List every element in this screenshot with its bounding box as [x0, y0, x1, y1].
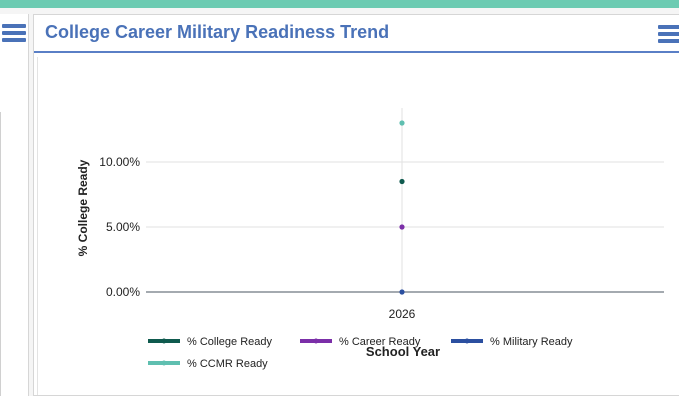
legend-label-ccmr-ready: % CCMR Ready	[187, 358, 268, 370]
data-point-ccmr-ready	[399, 120, 405, 126]
y-tick-label: 0.00%	[106, 285, 140, 299]
data-point-college-ready	[399, 178, 405, 185]
y-tick-label: 5.00%	[106, 220, 140, 234]
menu-bar-top	[2, 24, 26, 28]
menu-bar-middle	[2, 31, 26, 35]
plot-frame	[37, 57, 679, 395]
y-tick-label: 10.00%	[99, 155, 140, 169]
left-panel-divider	[0, 112, 1, 396]
x-tick-label: 2026	[389, 307, 416, 321]
y-axis-title: % College Ready	[76, 159, 90, 256]
legend-marker-career-ready	[313, 338, 319, 344]
x-axis-title: School Year	[366, 344, 440, 359]
data-point-military-ready	[399, 289, 405, 295]
chart-card-header: College Career Military Readiness Trend	[34, 15, 679, 53]
legend-label-military-ready: % Military Ready	[490, 336, 573, 348]
data-point-career-ready	[399, 224, 405, 230]
chart-menu-icon[interactable]	[658, 23, 679, 45]
menu-bar-bottom	[2, 38, 26, 42]
menu-bar-top	[658, 25, 679, 29]
menu-bar-bottom	[658, 39, 679, 43]
left-panel	[0, 14, 29, 396]
legend-marker-military-ready	[464, 338, 470, 344]
legend-marker-ccmr-ready	[161, 360, 167, 366]
menu-bar-middle	[658, 32, 679, 36]
left-panel-menu-icon[interactable]	[2, 22, 26, 44]
legend-label-college-ready: % College Ready	[187, 336, 272, 348]
chart-title: College Career Military Readiness Trend	[45, 22, 390, 42]
legend-label-career-ready: % Career Ready	[339, 336, 421, 348]
chart-card: College Career Military Readiness Trend	[33, 14, 679, 396]
top-accent-strip	[0, 0, 679, 8]
legend-marker-college-ready	[161, 338, 167, 344]
